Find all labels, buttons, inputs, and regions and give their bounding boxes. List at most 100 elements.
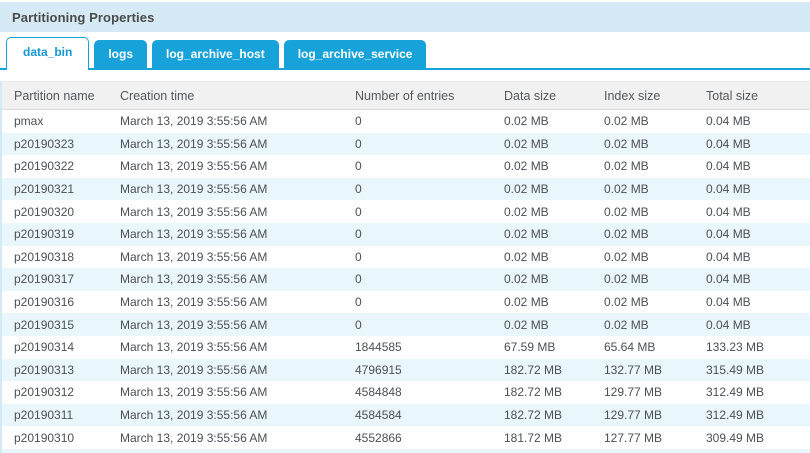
- cell-data-size: 0.02 MB: [496, 177, 600, 201]
- cell-data-size: 182.72 MB: [504, 385, 563, 400]
- cell-partition-name: p20190312: [14, 385, 75, 400]
- cell-index-size: 0.02 MB: [604, 204, 649, 219]
- cell-data-size: 0.02 MB: [504, 295, 549, 310]
- cell-creation-time: March 13, 2019 3:55:56 AM: [108, 222, 340, 246]
- cell-number-of-entries: 0: [355, 295, 362, 310]
- cell-creation-time: March 13, 2019 3:55:56 AM: [108, 313, 340, 336]
- cell-partition-name: p20190315: [2, 313, 108, 336]
- table-row: p20190310 March 13, 2019 3:55:56 AM 4552…: [2, 426, 810, 449]
- cell-total-size: 0.04 MB: [702, 268, 810, 291]
- cell-index-size: 0.02 MB: [604, 159, 649, 174]
- cell-partition-name: pmax: [14, 114, 44, 129]
- table-row: p20190318 March 13, 2019 3:55:56 AM 0 0.…: [2, 246, 810, 269]
- cell-data-size: 181.72 MB: [504, 430, 563, 445]
- cell-index-size: 0.02 MB: [600, 132, 702, 156]
- cell-total-size: 0.04 MB: [706, 114, 751, 129]
- cell-data-size: 0.02 MB: [496, 222, 600, 246]
- cell-creation-time: March 13, 2019 3:55:56 AM: [120, 295, 268, 310]
- column-header-data-size: Data size: [496, 81, 600, 110]
- header-row: Partition name Creation time Number of e…: [2, 81, 810, 110]
- cell-index-size: 129.77 MB: [604, 385, 663, 400]
- cell-total-size: 312.49 MB: [706, 385, 765, 400]
- cell-creation-time: March 13, 2019 3:55:56 AM: [108, 403, 340, 427]
- cell-total-size: 0.04 MB: [706, 249, 751, 264]
- table-row: p20190323 March 13, 2019 3:55:56 AM 0 0.…: [2, 132, 810, 156]
- column-header-index-size: Index size: [600, 81, 702, 110]
- tab-log-archive-service[interactable]: log_archive_service: [283, 40, 427, 68]
- table-row: p20190312 March 13, 2019 3:55:56 AM 4584…: [2, 381, 810, 404]
- cell-index-size: 0.02 MB: [604, 114, 649, 129]
- cell-partition-name: p20190313: [2, 358, 108, 382]
- cell-total-size: 0.04 MB: [702, 313, 810, 336]
- cell-creation-time: March 13, 2019 3:55:56 AM: [120, 340, 268, 355]
- cell-total-size: 0.04 MB: [702, 222, 810, 246]
- cell-partition-name: p20190316: [14, 295, 75, 310]
- table-row: pmax March 13, 2019 3:55:56 AM 0 0.02 MB…: [2, 110, 810, 133]
- cell-partition-name: p20190320: [14, 204, 75, 219]
- cell-creation-time: March 13, 2019 3:55:56 AM: [120, 249, 268, 264]
- partition-table: Partition name Creation time Number of e…: [2, 81, 810, 449]
- cell-index-size: 0.02 MB: [600, 177, 702, 201]
- cell-creation-time: March 13, 2019 3:55:56 AM: [108, 358, 340, 382]
- cell-partition-name: p20190318: [14, 249, 75, 264]
- cell-data-size: 0.02 MB: [504, 114, 549, 129]
- cell-creation-time: March 13, 2019 3:55:56 AM: [120, 114, 268, 129]
- cell-number-of-entries: 0: [355, 159, 362, 174]
- cell-total-size: 0.04 MB: [706, 295, 751, 310]
- cell-index-size: 0.02 MB: [600, 268, 702, 291]
- cell-total-size: 0.04 MB: [702, 132, 810, 156]
- partial-next-row: [2, 448, 810, 453]
- cell-data-size: 0.02 MB: [496, 268, 600, 291]
- cell-index-size: 132.77 MB: [600, 358, 702, 382]
- cell-partition-name: p20190311: [2, 403, 108, 427]
- cell-number-of-entries: 0: [340, 222, 496, 246]
- cell-number-of-entries: 4584848: [355, 385, 402, 400]
- table-row: p20190315 March 13, 2019 3:55:56 AM 0 0.…: [2, 313, 810, 336]
- cell-number-of-entries: 4552866: [355, 430, 402, 445]
- table-row: p20190321 March 13, 2019 3:55:56 AM 0 0.…: [2, 177, 810, 201]
- cell-creation-time: March 13, 2019 3:55:56 AM: [108, 177, 340, 201]
- cell-total-size: 0.04 MB: [702, 177, 810, 201]
- cell-number-of-entries: 0: [340, 268, 496, 291]
- cell-total-size: 312.49 MB: [702, 403, 810, 427]
- table-row: p20190313 March 13, 2019 3:55:56 AM 4796…: [2, 358, 810, 382]
- cell-creation-time: March 13, 2019 3:55:56 AM: [120, 204, 268, 219]
- cell-number-of-entries: 4584584: [340, 403, 496, 427]
- cell-total-size: 133.23 MB: [706, 340, 765, 355]
- tab-logs[interactable]: logs: [94, 40, 148, 68]
- table-row: p20190319 March 13, 2019 3:55:56 AM 0 0.…: [2, 222, 810, 246]
- cell-total-size: 309.49 MB: [706, 430, 765, 445]
- table-row: p20190316 March 13, 2019 3:55:56 AM 0 0.…: [2, 291, 810, 314]
- cell-data-size: 0.02 MB: [504, 159, 549, 174]
- cell-index-size: 0.02 MB: [604, 249, 649, 264]
- cell-total-size: 0.04 MB: [706, 204, 751, 219]
- cell-total-size: 0.04 MB: [706, 159, 751, 174]
- cell-number-of-entries: 0: [340, 177, 496, 201]
- cell-creation-time: March 13, 2019 3:55:56 AM: [120, 159, 268, 174]
- cell-creation-time: March 13, 2019 3:55:56 AM: [120, 430, 268, 445]
- cell-partition-name: p20190322: [14, 159, 75, 174]
- tab-data-bin[interactable]: data_bin: [6, 37, 90, 70]
- cell-index-size: 0.02 MB: [600, 313, 702, 336]
- column-header-creation-time: Creation time: [108, 81, 340, 110]
- cell-number-of-entries: 0: [355, 114, 362, 129]
- table-row: p20190320 March 13, 2019 3:55:56 AM 0 0.…: [2, 200, 810, 223]
- partition-table-header: Partition name Creation time Number of e…: [2, 81, 810, 110]
- tab-log-archive-host[interactable]: log_archive_host: [152, 40, 279, 68]
- cell-partition-name: p20190323: [2, 132, 108, 156]
- cell-index-size: 0.02 MB: [600, 222, 702, 246]
- column-header-total-size: Total size: [702, 81, 810, 110]
- cell-number-of-entries: 1844585: [355, 340, 402, 355]
- cell-number-of-entries: 4796915: [340, 358, 496, 382]
- table-row: p20190314 March 13, 2019 3:55:56 AM 1844…: [2, 336, 810, 359]
- partition-table-body: pmax March 13, 2019 3:55:56 AM 0 0.02 MB…: [2, 110, 810, 449]
- table-row: p20190311 March 13, 2019 3:55:56 AM 4584…: [2, 403, 810, 427]
- table-row: p20190317 March 13, 2019 3:55:56 AM 0 0.…: [2, 268, 810, 291]
- table-row: p20190322 March 13, 2019 3:55:56 AM 0 0.…: [2, 155, 810, 178]
- cell-partition-name: p20190314: [14, 340, 75, 355]
- cell-index-size: 127.77 MB: [604, 430, 663, 445]
- cell-data-size: 0.02 MB: [504, 249, 549, 264]
- cell-partition-name: p20190319: [2, 222, 108, 246]
- cell-data-size: 182.72 MB: [496, 358, 600, 382]
